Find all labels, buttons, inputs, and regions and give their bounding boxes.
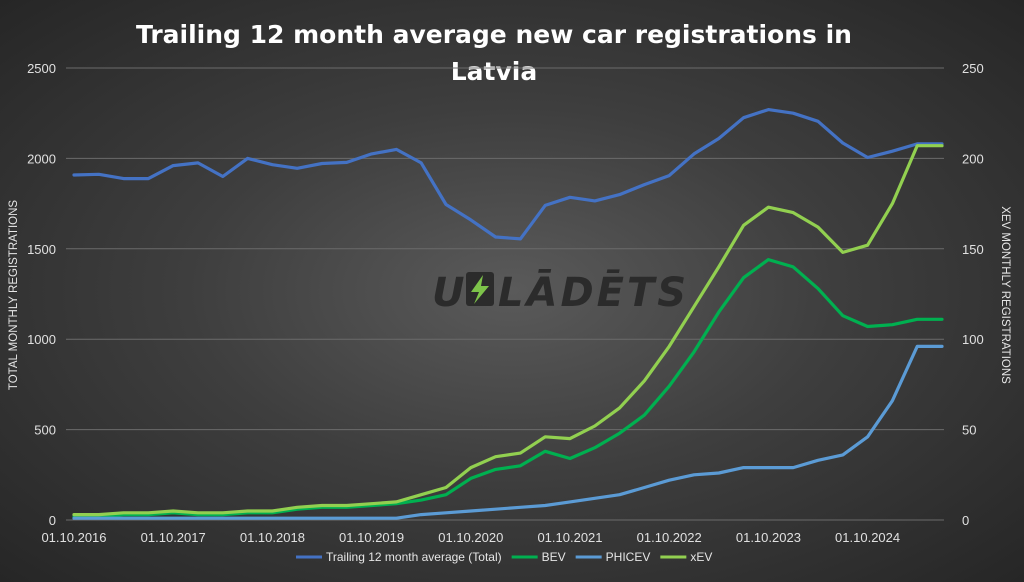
x-tick-label: 01.10.2018 — [240, 530, 305, 545]
legend-label: xEV — [690, 550, 712, 564]
series-lines — [72, 107, 944, 520]
x-tick-label: 01.10.2016 — [41, 530, 106, 545]
left-tick-label: 2500 — [27, 61, 56, 76]
right-tick-label: 50 — [962, 423, 976, 438]
legend-label: PHICEV — [606, 550, 651, 564]
left-tick-label: 2000 — [27, 151, 56, 166]
x-tick-label: 01.10.2024 — [835, 530, 900, 545]
chart-title-line2: Latvia — [451, 57, 538, 86]
right-tick-label: 250 — [962, 61, 984, 76]
gridlines — [66, 67, 944, 521]
right-tick-label: 0 — [962, 513, 969, 528]
series-line-xev — [72, 144, 944, 517]
x-tick-label: 01.10.2017 — [141, 530, 206, 545]
x-tick-label: 01.10.2023 — [736, 530, 801, 545]
right-tick-label: 200 — [962, 151, 984, 166]
x-tick-label: 01.10.2022 — [637, 530, 702, 545]
watermark-text: U — [432, 270, 467, 316]
legend: Trailing 12 month average (Total) BEV PHIC… — [296, 550, 712, 564]
x-axis-ticks: 01.10.2016 01.10.2017 01.10.2018 01.10.2019… — [41, 530, 900, 545]
legend-label: BEV — [542, 550, 566, 564]
watermark-logo: U LĀDĒTS — [432, 268, 689, 316]
x-tick-label: 01.10.2019 — [339, 530, 404, 545]
right-axis-title: XEV MONTHLY REGISTRATIONS — [999, 206, 1011, 384]
series-line-bev — [72, 258, 944, 519]
right-tick-label: 100 — [962, 332, 984, 347]
legend-label: Trailing 12 month average (Total) — [326, 550, 502, 564]
chart-title-line1: Trailing 12 month average new car regist… — [136, 20, 852, 49]
right-axis-ticks: 0 50 100 150 200 250 — [962, 61, 984, 528]
series-line-phicev — [72, 344, 944, 520]
left-tick-label: 0 — [49, 513, 56, 528]
x-tick-label: 01.10.2020 — [438, 530, 503, 545]
watermark-text-rest: LĀDĒTS — [498, 268, 689, 316]
left-tick-label: 1000 — [27, 332, 56, 347]
left-axis-title: TOTAL MONTHLY REGISTRATIONS — [8, 200, 20, 391]
left-axis-ticks: 0 500 1000 1500 2000 2500 — [27, 61, 56, 528]
left-tick-label: 500 — [34, 423, 56, 438]
left-tick-label: 1500 — [27, 242, 56, 257]
lightning-icon — [471, 275, 489, 304]
x-tick-label: 01.10.2021 — [537, 530, 602, 545]
series-line-trailing-12-month-average-total — [72, 107, 944, 241]
right-tick-label: 150 — [962, 242, 984, 257]
